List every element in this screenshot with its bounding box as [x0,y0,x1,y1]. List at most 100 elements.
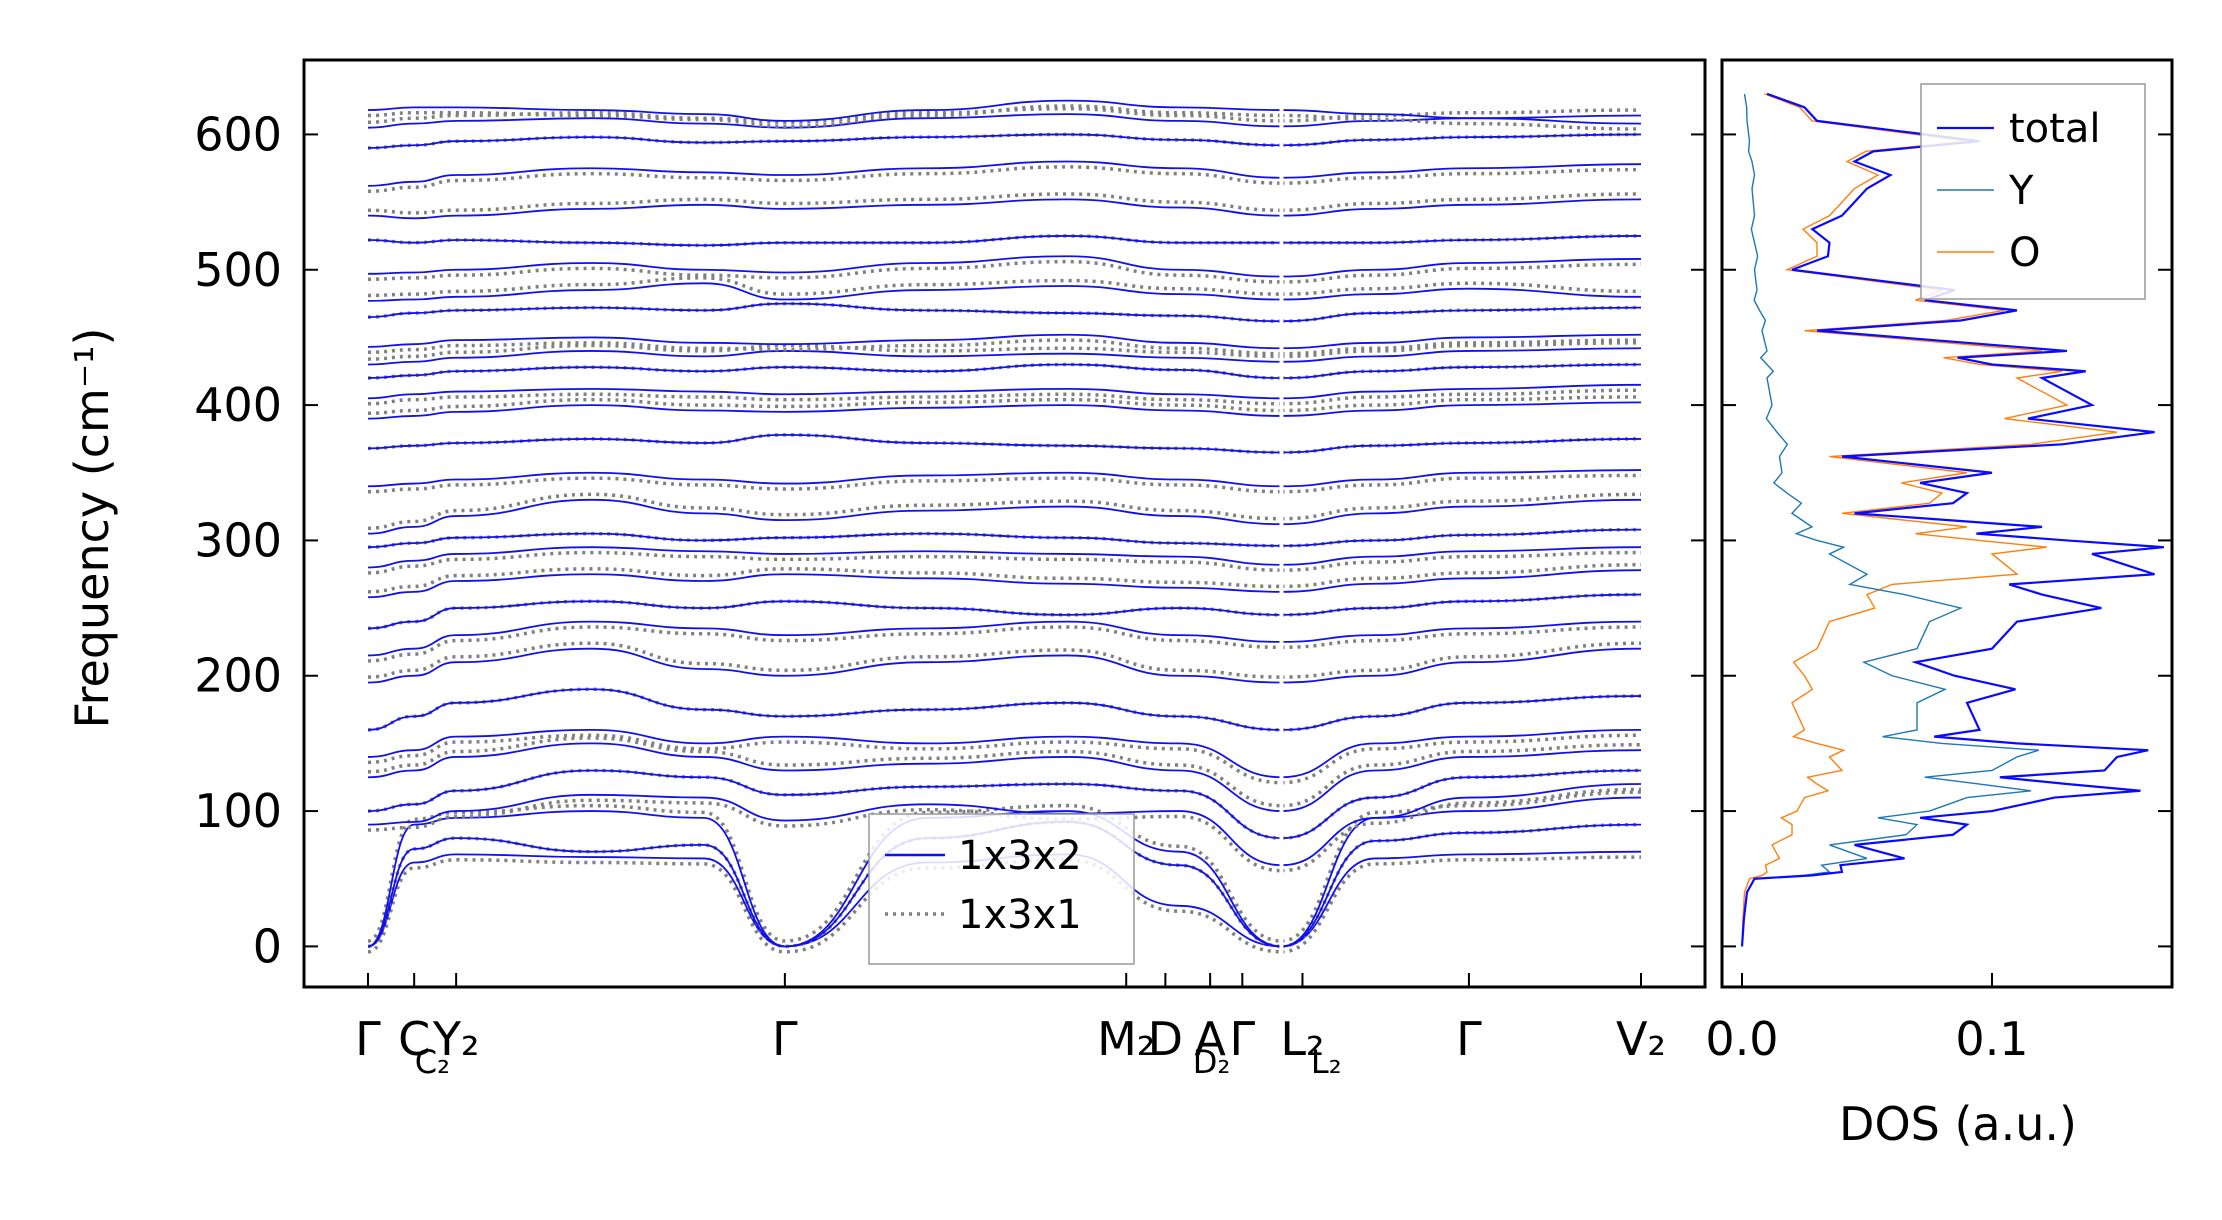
k-point-label: L₂ [1280,1012,1324,1066]
branch-1x3x2 [1281,401,1642,417]
branch-1x3x1 [1281,388,1642,406]
branch-1x3x1 [367,733,1282,785]
branch-1x3x2 [1281,850,1642,948]
branch-1x3x2 [367,647,1282,684]
branch-1x3x1 [367,476,1282,494]
k-point-label: C [398,1012,430,1066]
dos-panel: 0.0 0.1 total YO [1705,58,2174,1066]
branch-1x3x2 [1281,306,1642,323]
branch-1x3x1 [1281,790,1642,943]
k-point-label: Γ [1456,1012,1482,1066]
branch-1x3x1 [367,858,1282,954]
y-tick-label: 300 [194,513,282,567]
branch-1x3x1 [367,567,1282,594]
branch-1x3x1 [367,550,1282,575]
branch-1x3x2 [1281,498,1642,526]
branch-1x3x1 [367,104,1282,129]
branch-1x3x1 [367,798,1282,873]
branch-1x3x2 [367,255,1282,278]
branch-1x3x1 [1281,550,1642,572]
branch-1x3x2 [1281,114,1642,128]
legend-label-1x3x2: 1x3x2 [958,833,1082,879]
branch-1x3x2 [367,387,1282,400]
k-point-label: M₂ [1097,1012,1155,1066]
branch-1x3x2 [367,133,1282,149]
branch-1x3x2 [1281,235,1642,244]
branch-1x3x1 [367,276,1282,298]
legend-box [868,813,1135,965]
y-tick-label: 100 [194,784,282,838]
branch-1x3x2 [367,742,1282,812]
branch-1x3x1 [1281,641,1642,679]
branch-1x3x2 [1281,769,1642,840]
branch-1x3x2 [1281,333,1642,350]
y-tick-label: 600 [194,107,282,161]
dos-x-tick-label: 0.1 [1955,1012,2028,1066]
branch-1x3x1 [367,106,1282,125]
branch-1x3x2 [1281,383,1642,400]
branch-1x3x2 [1281,109,1642,125]
branch-1x3x1 [1281,733,1642,785]
branch-1x3x1 [1281,563,1642,589]
dos-legend-label-Y: Y [2008,168,2034,214]
branch-1x3x2 [367,363,1282,379]
band-frame [302,58,1707,989]
branch-1x3x1 [367,625,1282,663]
branch-1x3x2 [1281,287,1642,301]
branch-1x3x2 [1281,783,1642,867]
dos-series-total [1740,92,2164,947]
branch-1x3x2 [1281,593,1642,616]
branch-1x3x2 [367,498,1282,535]
branch-1x3x1 [367,736,1282,808]
branch-1x3x2 [1281,198,1642,217]
branch-1x3x1 [1281,492,1642,521]
y-axis-title: Frequency (cm⁻¹) [65,328,119,729]
k-point-label: D [1148,1012,1183,1066]
k-point-label: Y₂ [432,1012,480,1066]
dos-curves [1740,92,2164,947]
branch-1x3x1 [1281,473,1642,494]
branch-1x3x1 [1281,262,1642,284]
branch-1x3x2 [1281,728,1642,779]
branch-1x3x2 [367,769,1282,840]
k-point-sub-label: D₂ [1193,1043,1230,1081]
branch-1x3x1 [367,492,1282,530]
band-curves [367,99,1642,954]
k-point-sub-label: C₂ [415,1043,450,1081]
k-point-label: Γ [772,1012,798,1066]
branch-1x3x2 [1281,620,1642,643]
k-point-label: Γ [1229,1012,1255,1066]
branch-1x3x2 [1281,823,1642,948]
branch-1x3x2 [367,546,1282,569]
branch-1x3x1 [367,192,1282,215]
k-point-label: A [1194,1012,1226,1066]
branch-1x3x2 [1281,363,1642,379]
dos-legend-label-O: O [2009,230,2040,276]
branch-1x3x2 [367,433,1282,454]
legend-label-1x3x1: 1x3x1 [958,892,1082,938]
y-tick-label: 500 [194,243,282,297]
branch-1x3x2 [367,471,1282,488]
dos-series-Y [1741,93,2040,947]
branch-1x3x2 [1281,133,1642,147]
dos-x-tick-label: 0.0 [1705,1012,1778,1066]
branch-1x3x2 [1281,469,1642,488]
dos-series-O [1741,93,2118,947]
branch-1x3x1 [367,165,1282,194]
branch-1x3x2 [1281,163,1642,179]
branch-1x3x2 [367,282,1282,302]
branch-1x3x2 [367,198,1282,220]
branch-1x3x2 [367,600,1282,630]
branch-1x3x2 [1281,347,1642,363]
branch-1x3x2 [367,404,1282,420]
branch-1x3x2 [367,160,1282,187]
branch-1x3x2 [367,573,1282,599]
branch-1x3x2 [367,235,1282,247]
branch-1x3x2 [367,350,1282,366]
branch-1x3x1 [367,259,1282,284]
branch-1x3x2 [1281,528,1642,547]
branch-1x3x1 [367,338,1282,356]
branch-1x3x2 [367,302,1282,323]
